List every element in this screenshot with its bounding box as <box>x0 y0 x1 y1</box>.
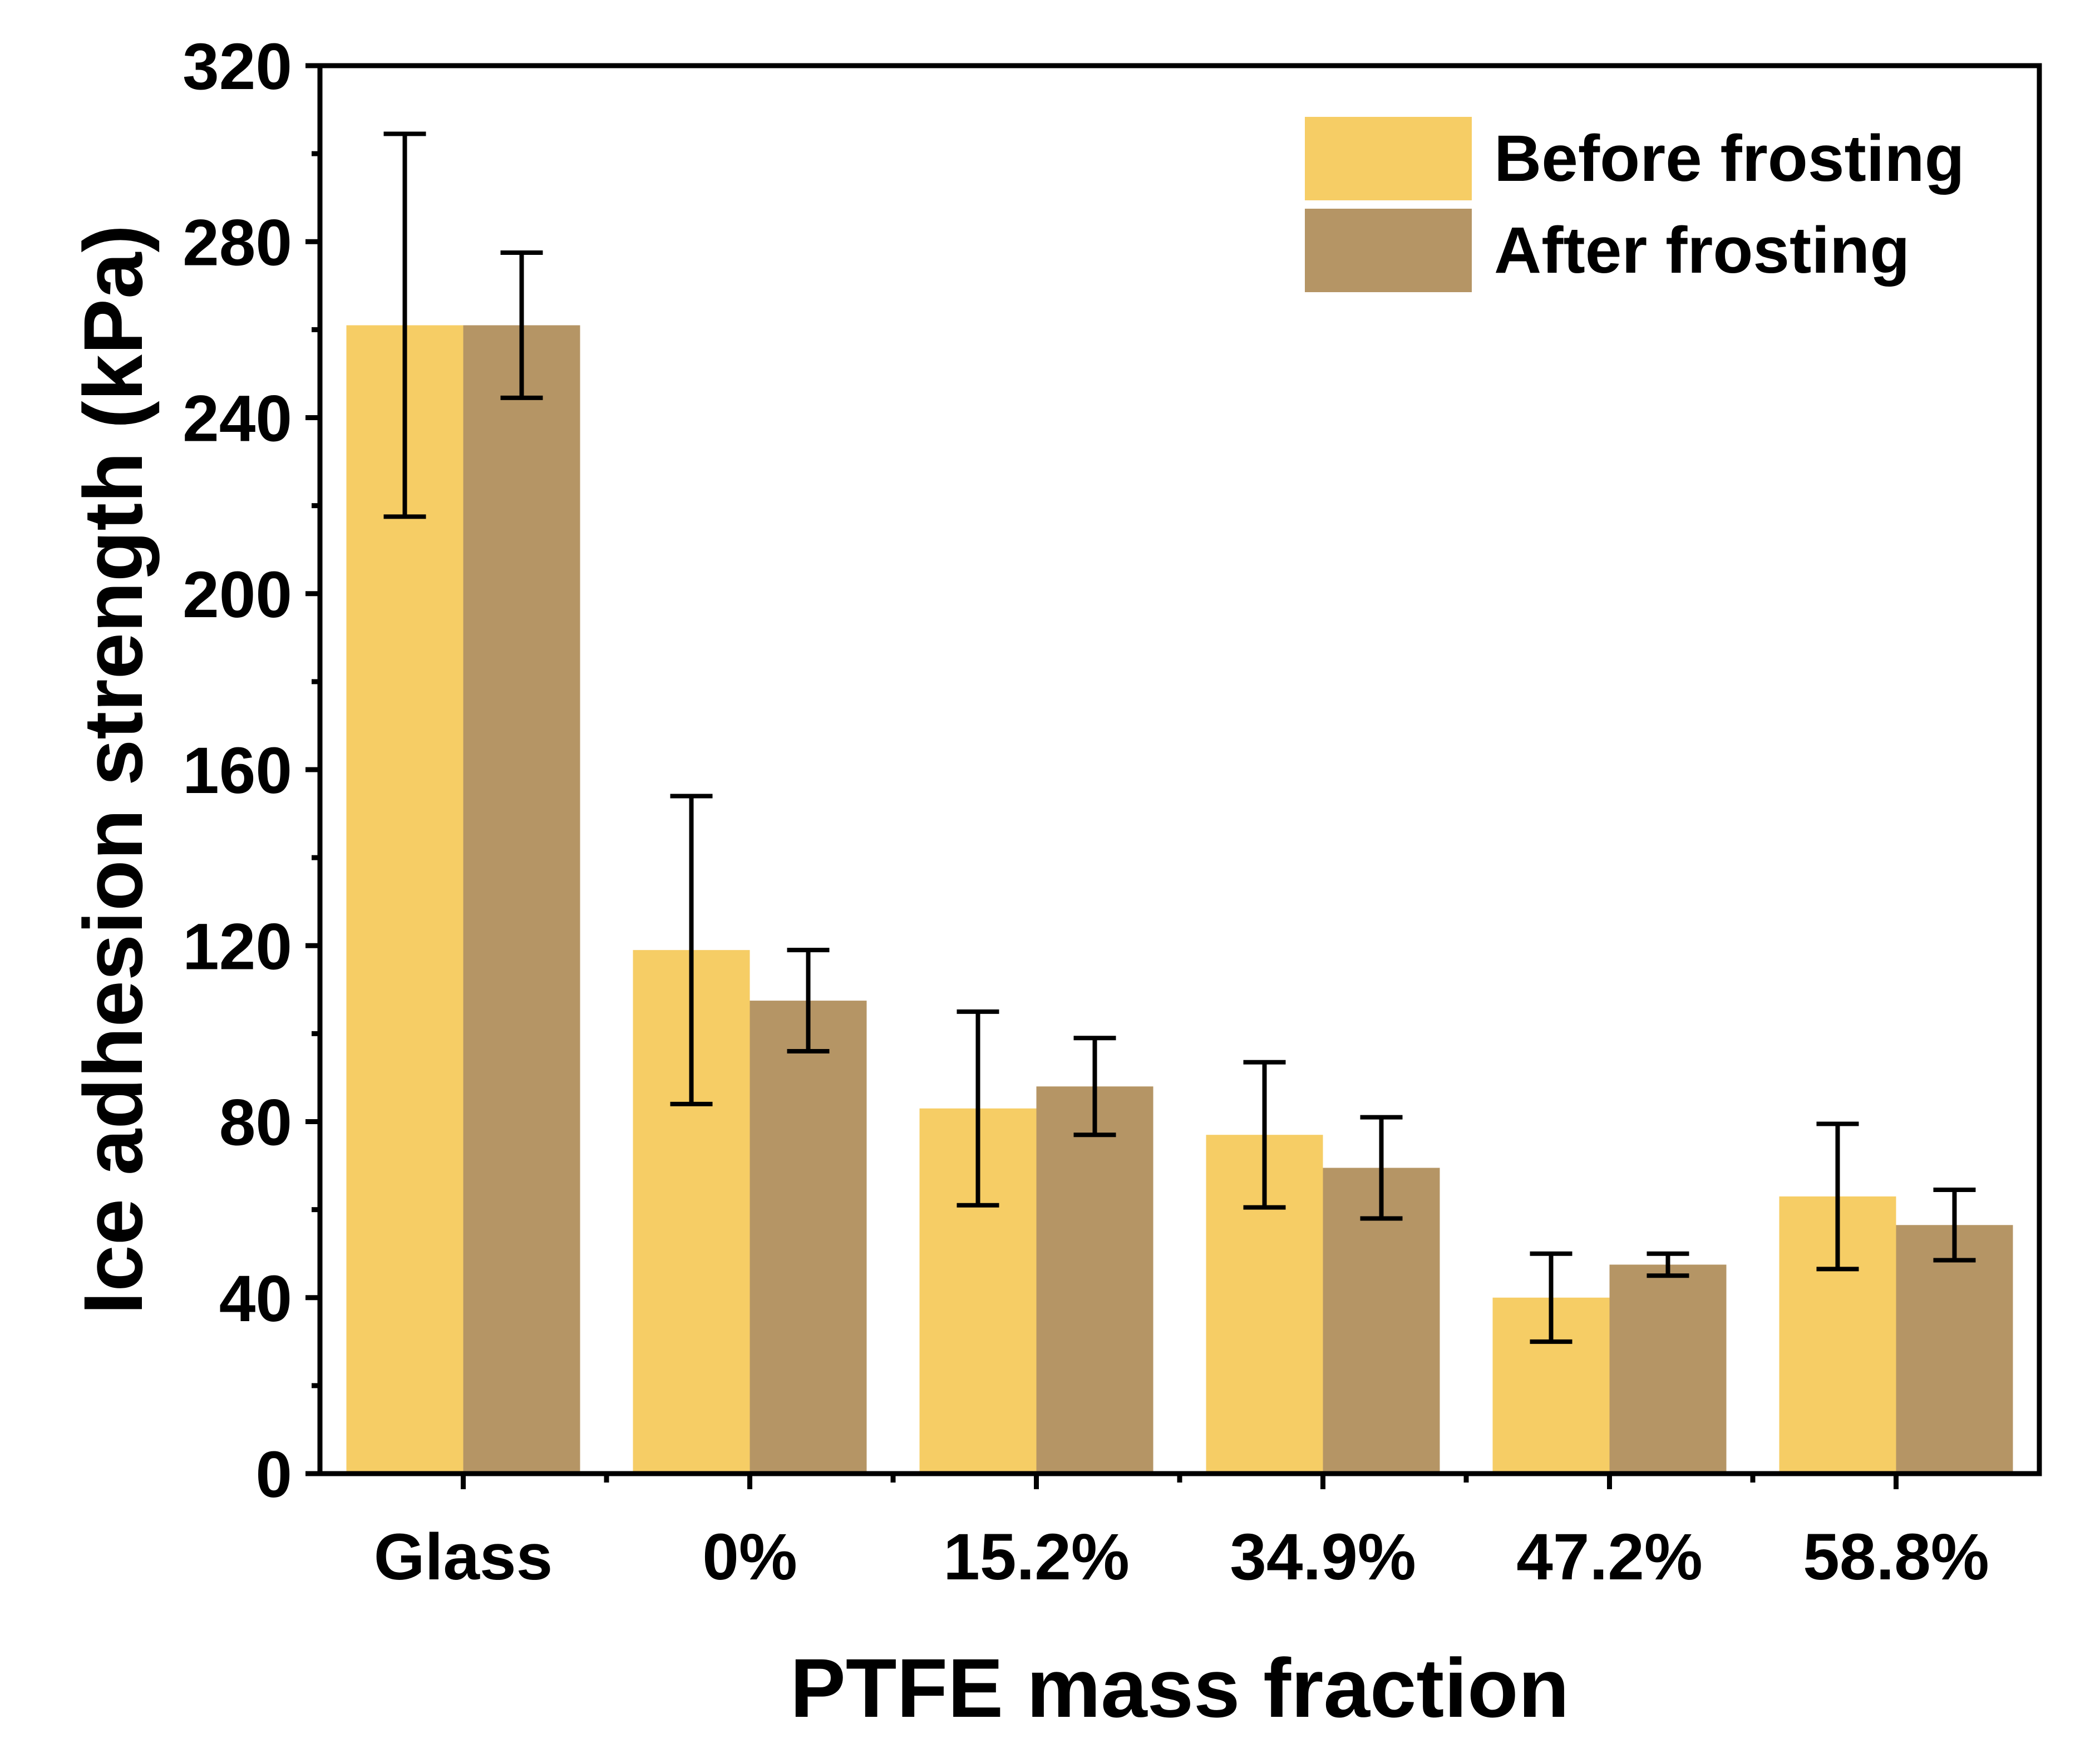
error-bar <box>1360 1115 1403 1221</box>
error-bar <box>1073 1036 1116 1137</box>
y-tick-label: 160 <box>183 734 292 807</box>
error-bar <box>787 948 830 1053</box>
y-tick-label: 80 <box>219 1086 292 1160</box>
error-bar <box>670 794 713 1106</box>
x-tick-label: Glass <box>374 1520 553 1594</box>
error-bar <box>957 1009 999 1208</box>
legend-label: After frosting <box>1494 214 1910 287</box>
bar <box>463 325 580 1474</box>
y-tick-label: 0 <box>255 1438 292 1511</box>
x-tick-label: 34.9% <box>1230 1520 1416 1594</box>
error-bar <box>1530 1251 1572 1344</box>
error-bar <box>383 131 426 519</box>
x-axis-title: PTFE mass fraction <box>790 1641 1569 1735</box>
x-tick-label: 0% <box>702 1520 797 1594</box>
y-axis-title: Ice adhesion strength (kPa) <box>66 225 160 1315</box>
y-tick-label: 280 <box>183 206 292 279</box>
bar <box>750 1001 867 1474</box>
error-bar <box>1933 1188 1976 1263</box>
x-axis-ticks: Glass 0% 15.2% 34.9% 47.2% 58.8% <box>374 1474 1989 1594</box>
legend: Before frosting After frosting <box>1305 117 1965 292</box>
y-tick-label: 320 <box>183 30 292 104</box>
legend-swatch <box>1305 117 1472 200</box>
x-tick-label: 47.2% <box>1516 1520 1703 1594</box>
x-tick-label: 58.8% <box>1803 1520 1989 1594</box>
plot-marks <box>346 131 2013 1474</box>
bar <box>1896 1225 2013 1474</box>
x-tick-label: 15.2% <box>943 1520 1130 1594</box>
y-tick-label: 120 <box>183 910 292 983</box>
y-tick-label: 40 <box>219 1262 292 1336</box>
legend-label: Before frosting <box>1494 122 1965 195</box>
y-axis-ticks: 0 40 80 120 160 200 240 280 320 <box>183 30 320 1511</box>
error-bar <box>1816 1121 1859 1272</box>
bar <box>1036 1086 1153 1474</box>
y-tick-label: 200 <box>183 558 292 632</box>
legend-swatch <box>1305 209 1472 292</box>
bar <box>1609 1264 1727 1474</box>
error-bar <box>1243 1060 1286 1210</box>
plot-frame <box>317 63 2042 1476</box>
error-bar <box>1647 1251 1689 1278</box>
y-tick-label: 240 <box>183 382 292 456</box>
error-bar <box>500 250 543 400</box>
